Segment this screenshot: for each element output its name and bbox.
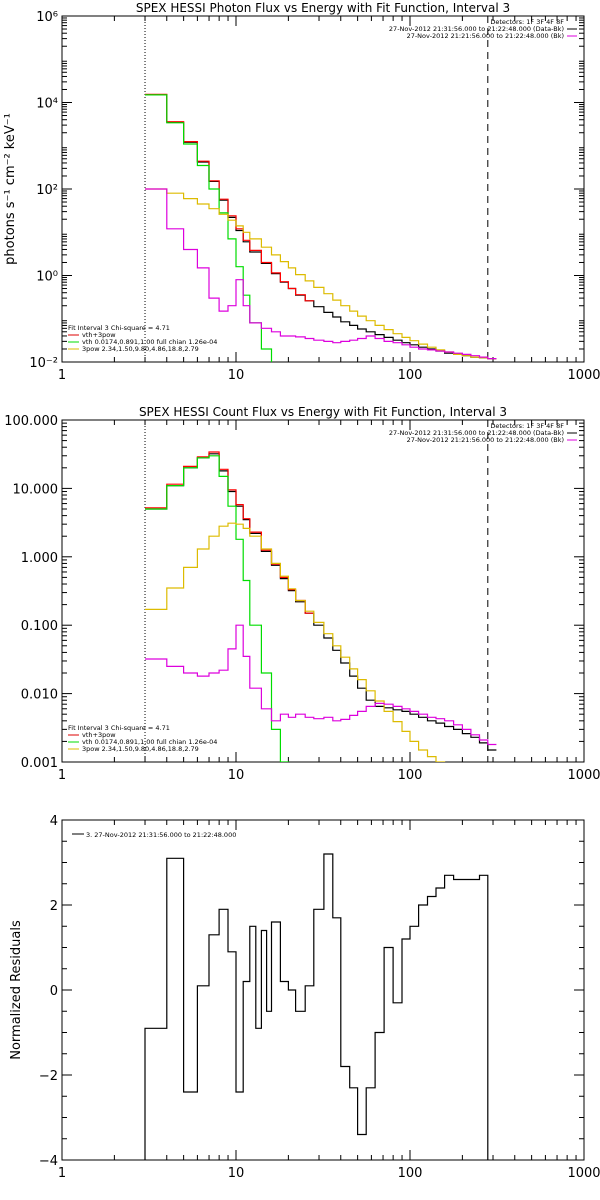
legend-bottom-left-line: 3pow 2.34,1.50,9.80,4.86,18.8,2.79 <box>82 745 199 753</box>
series-line-1 <box>145 94 497 360</box>
series-line-4 <box>145 188 497 360</box>
y-tick-label: 2 <box>50 899 58 914</box>
legend-top-right-line: 27-Nov-2012 21:31:56.000 to 21:22:48.000… <box>389 25 564 33</box>
y-tick-label: 100.000 <box>4 414 58 429</box>
x-tick-label: 1 <box>58 768 66 783</box>
chart-panel-3: Normalized Residuals 1 10 100 1000 −4 −2 0 2 4 3. … <box>9 814 600 1181</box>
legend-bottom-left-line: vth+3pow <box>82 731 116 739</box>
legend-top-right-line: Detectors: 1F 3F 4F 8F <box>490 18 564 26</box>
y-tick-label: 10² <box>36 183 58 198</box>
x-tick-label: 1000 <box>567 368 600 383</box>
y-axis-label: photons s⁻¹ cm⁻² keV⁻¹ <box>3 113 18 265</box>
x-tick-label: 1 <box>58 368 66 383</box>
series-line-1 <box>145 453 497 751</box>
series-line-2 <box>145 93 314 302</box>
series-line-3 <box>145 455 289 762</box>
legend-bottom-left-line: vth 0.0174,0.891,1.00 full chian 1.26e-0… <box>82 738 217 746</box>
x-tick-label: 100 <box>398 368 423 383</box>
y-tick-label: −4 <box>39 1154 58 1169</box>
series-line-5 <box>145 624 497 746</box>
series-group <box>145 451 497 762</box>
legend-bottom-left-line: vth 0.0174,0.891,1.00 full chian 1.26e-0… <box>82 338 217 346</box>
chart-title: SPEX HESSI Photon Flux vs Energy with Fi… <box>136 1 510 15</box>
x-tick-label: 1000 <box>567 768 600 783</box>
legend-top-right-line: Detectors: 1F 3F 4F 8F <box>490 422 564 430</box>
legend-top-right-line: 27-Nov-2012 21:31:56.000 to 21:22:48.000… <box>389 429 564 437</box>
x-tick-label: 10 <box>228 768 245 783</box>
y-tick-label: 10⁴ <box>36 97 58 112</box>
series-group <box>144 853 489 1160</box>
y-tick-label: 10⁰ <box>36 270 58 285</box>
series-group <box>145 93 497 362</box>
y-axis-label: Normalized Residuals <box>9 920 24 1060</box>
x-tick-label: 1000 <box>567 1166 600 1181</box>
legend-top-right-line: 27-Nov-2012 21:21:56.000 to 21:22:48.000… <box>407 32 564 40</box>
series-line-5 <box>145 188 497 360</box>
x-tick-label: 100 <box>398 1166 423 1181</box>
series-line-1 <box>144 853 489 1160</box>
chart-title: SPEX HESSI Count Flux vs Energy with Fit… <box>139 405 507 419</box>
legend-bottom-left-line: vth+3pow <box>82 331 116 339</box>
legend-top-right-line: 27-Nov-2012 21:21:56.000 to 21:22:48.000… <box>407 436 564 444</box>
legend-bottom-left-line: Fit Interval 3 Chi-square = 4.71 <box>68 324 170 332</box>
series-line-3 <box>145 94 273 362</box>
y-tick-label: 0.100 <box>21 619 58 634</box>
y-tick-label: 0.001 <box>21 756 58 771</box>
plot-frame <box>61 419 585 763</box>
y-tick-label: 4 <box>50 814 58 829</box>
plot-frame <box>61 15 585 363</box>
x-tick-label: 10 <box>228 368 245 383</box>
chart-panel-1: SPEX HESSI Photon Flux vs Energy with Fi… <box>3 1 600 383</box>
y-tick-label: 0.010 <box>21 688 58 703</box>
y-tick-label: 0 <box>50 984 58 999</box>
y-tick-label: 1.000 <box>21 551 58 566</box>
chart-panel-2: SPEX HESSI Count Flux vs Energy with Fit… <box>4 405 600 783</box>
series-line-4 <box>145 522 446 762</box>
y-tick-label: 10.000 <box>13 482 59 497</box>
legend-bottom-left-line: 3pow 2.34,1.50,9.80,4.86,18.8,2.79 <box>82 345 199 353</box>
legend-bottom-left-line: Fit Interval 3 Chi-square = 4.71 <box>68 724 170 732</box>
x-tick-label: 10 <box>228 1166 245 1181</box>
legend-top-left-line: 3. 27-Nov-2012 21:31:56.000 to 21:22:48.… <box>86 831 236 839</box>
y-tick-label: −2 <box>39 1069 58 1084</box>
y-tick-label: 10⁶ <box>36 10 58 25</box>
x-tick-label: 1 <box>58 1166 66 1181</box>
plot-frame <box>61 819 585 1161</box>
x-tick-label: 100 <box>398 768 423 783</box>
y-tick-label: 10⁻² <box>29 356 58 371</box>
